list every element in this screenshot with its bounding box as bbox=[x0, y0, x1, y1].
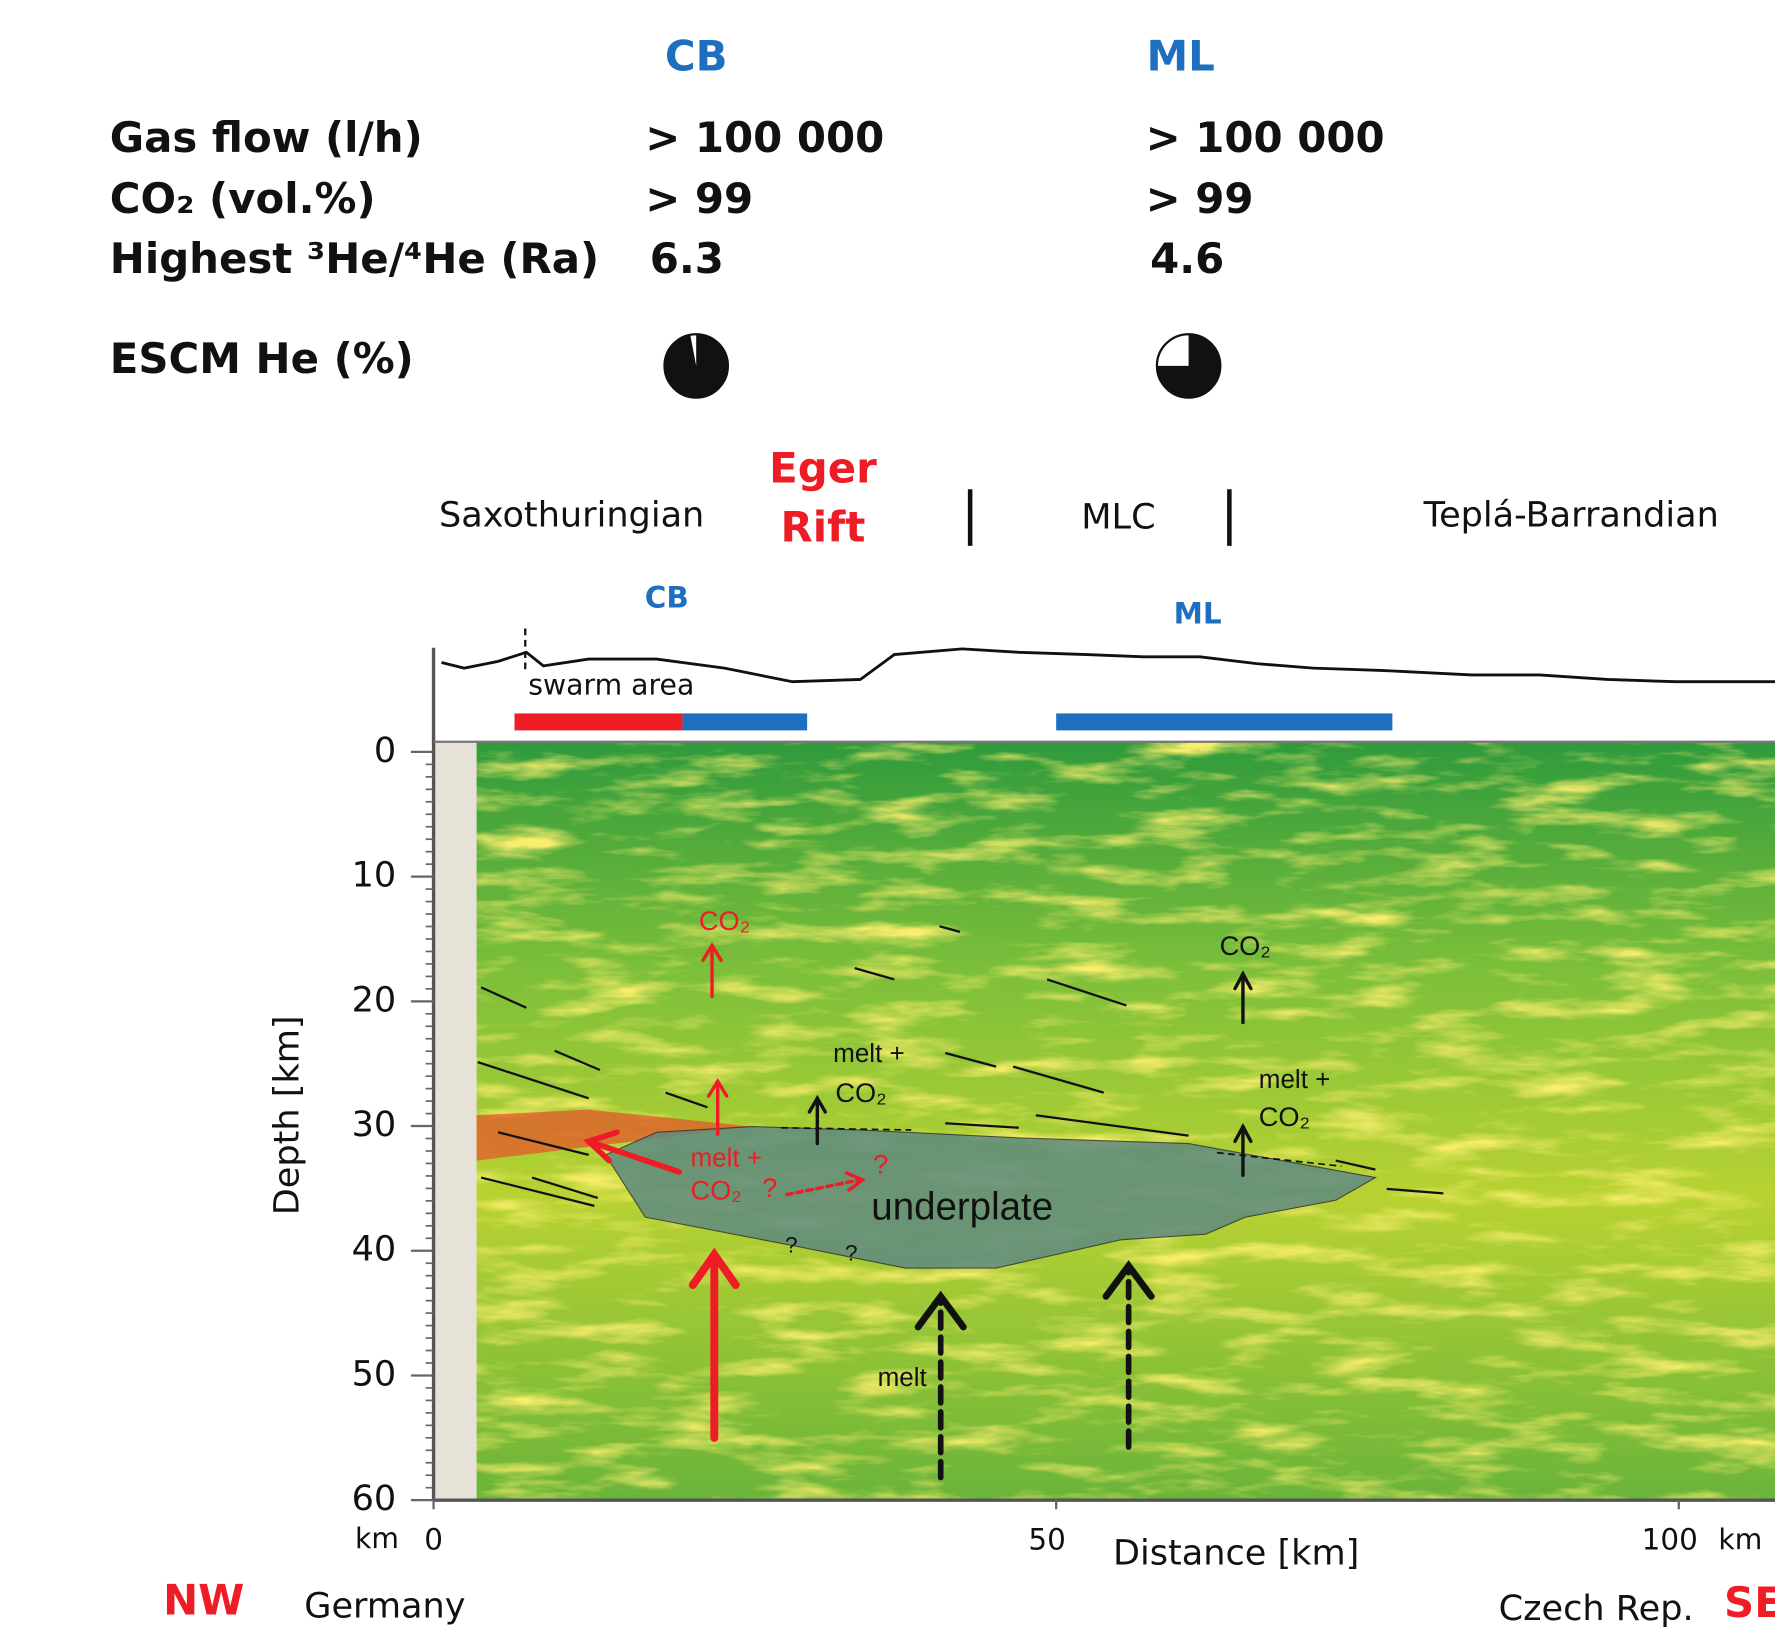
cell: 4.6 bbox=[1150, 234, 1224, 283]
annotation: CO₂ bbox=[691, 1174, 742, 1205]
rift-label: Rift bbox=[781, 503, 866, 552]
annotation: melt bbox=[878, 1362, 928, 1392]
site-label: ML bbox=[1174, 596, 1222, 630]
row-label: Gas flow (l/h) bbox=[110, 113, 423, 162]
column-header: CB bbox=[665, 32, 728, 81]
rift-label: Eger bbox=[769, 444, 877, 493]
y-tick-label: 30 bbox=[352, 1104, 397, 1145]
direction-label: NW bbox=[163, 1576, 244, 1625]
annotation: CO₂ bbox=[1259, 1101, 1310, 1132]
cell: 6.3 bbox=[650, 234, 724, 283]
x-tick-label: 100 bbox=[1642, 1522, 1698, 1556]
row-label: ESCM He (%) bbox=[110, 334, 414, 383]
x-tick-label: 50 bbox=[1028, 1522, 1065, 1556]
direction-label: SE bbox=[1724, 1578, 1775, 1627]
y-tick-label: 60 bbox=[352, 1478, 397, 1519]
y-tick-label: 20 bbox=[352, 979, 397, 1020]
dashed-lines bbox=[781, 1126, 1342, 1168]
annotation: melt + bbox=[833, 1038, 905, 1068]
cell: > 100 000 bbox=[1146, 113, 1385, 162]
y-axis-label: Depth [km] bbox=[267, 1015, 308, 1215]
unit-label: MLC bbox=[1081, 497, 1155, 538]
unit-label: Saxothuringian bbox=[439, 494, 704, 535]
annotation: melt + bbox=[691, 1142, 763, 1172]
row-label: Highest ³He/⁴He (Ra) bbox=[110, 234, 599, 283]
site-bar bbox=[1056, 713, 1393, 731]
annotation: CO₂ bbox=[699, 905, 750, 936]
pie-slice bbox=[664, 334, 728, 398]
arrows bbox=[583, 942, 1253, 1481]
blank-strip bbox=[433, 741, 477, 1501]
site-bar bbox=[682, 713, 808, 731]
x-axis-label: Distance [km] bbox=[1113, 1533, 1359, 1574]
cell: > 100 000 bbox=[645, 113, 884, 162]
annotation: CO₂ bbox=[1220, 930, 1271, 961]
unit-label: Teplá-Barrandian bbox=[1423, 494, 1719, 535]
unit-label: km bbox=[1718, 1523, 1762, 1556]
site-label: CB bbox=[645, 581, 689, 615]
country-label: Czech Rep. bbox=[1499, 1588, 1694, 1629]
swarm-label: swarm area bbox=[528, 668, 694, 701]
country-label: Germany bbox=[304, 1586, 465, 1627]
y-tick-label: 10 bbox=[352, 855, 397, 896]
y-tick-label: 50 bbox=[352, 1353, 397, 1394]
annotation: ? bbox=[762, 1172, 777, 1203]
faults bbox=[477, 925, 1444, 1207]
pie-slice bbox=[1156, 334, 1221, 398]
topography bbox=[441, 647, 1775, 684]
unit-label: km bbox=[355, 1522, 399, 1555]
annotation: melt + bbox=[1259, 1064, 1331, 1094]
annotation: ? bbox=[845, 1241, 858, 1266]
dynamic-layer: CB ML Gas flow (l/h) > 100 000 > 100 000 CO₂ … bbox=[110, 32, 1775, 1629]
annotation: CO₂ bbox=[835, 1077, 886, 1108]
y-tick-label: 40 bbox=[352, 1229, 397, 1270]
cell: > 99 bbox=[1146, 174, 1254, 223]
annotation: ? bbox=[785, 1233, 798, 1258]
y-tick-label: 0 bbox=[374, 730, 396, 771]
column-header: ML bbox=[1147, 32, 1215, 81]
site-bar bbox=[514, 713, 683, 731]
annotation: underplate bbox=[871, 1185, 1053, 1228]
annotation: ? bbox=[873, 1148, 888, 1179]
row-label: CO₂ (vol.%) bbox=[110, 174, 376, 223]
x-tick-label: 0 bbox=[424, 1522, 443, 1556]
cell: > 99 bbox=[645, 174, 753, 223]
